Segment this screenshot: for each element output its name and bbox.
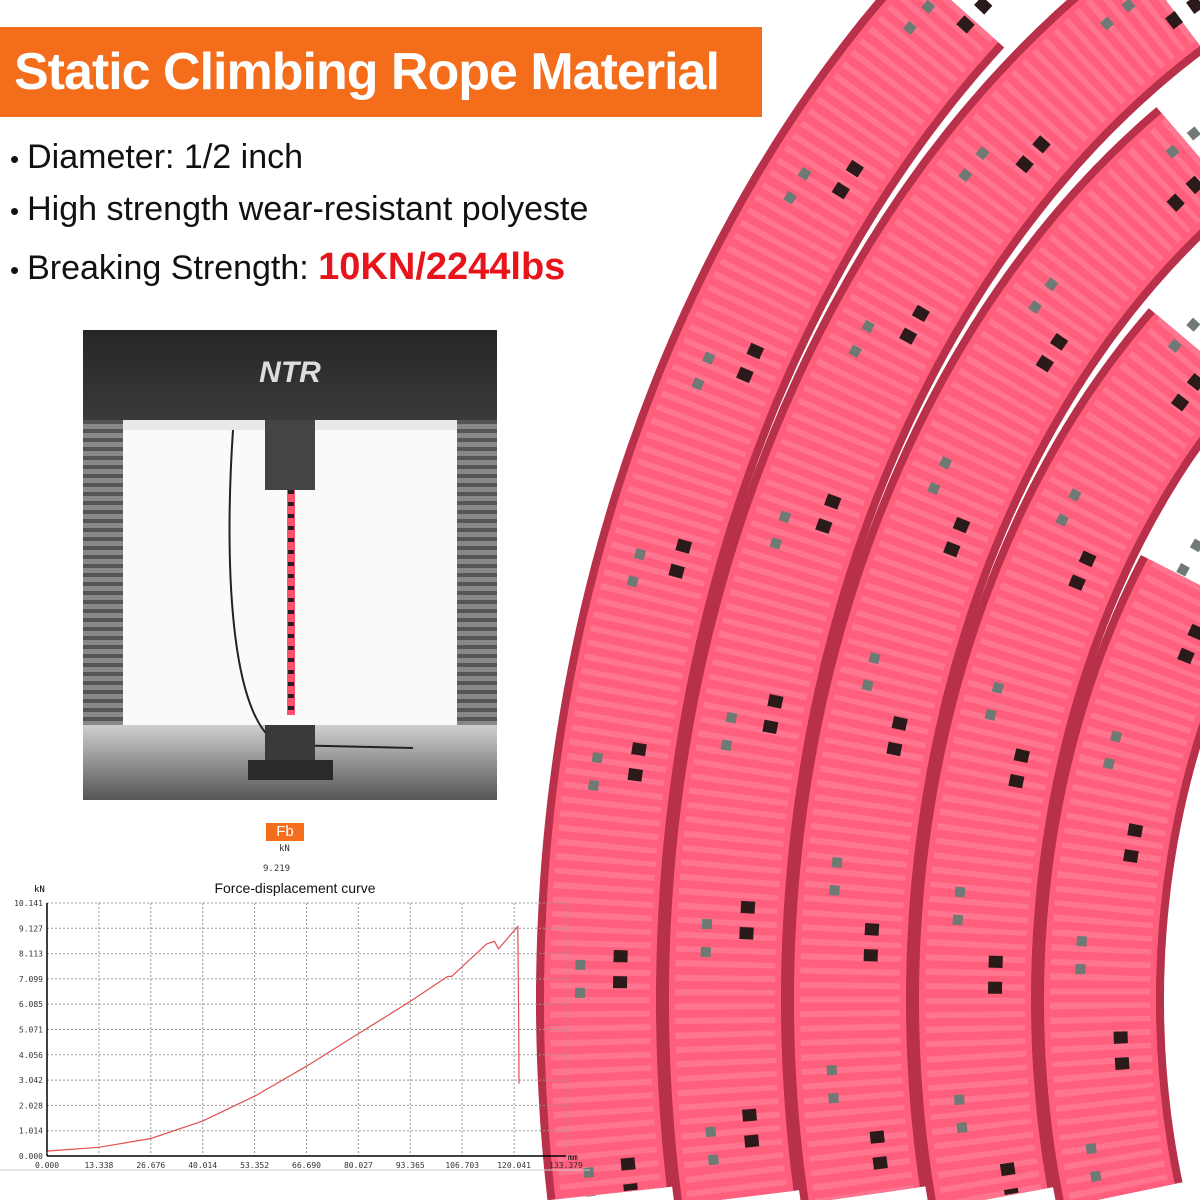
bullet-strength: • Breaking Strength: 10KN/2244lbs <box>10 246 566 288</box>
rope-weave <box>1050 561 1200 1200</box>
readout-value: 9.219 <box>263 864 291 874</box>
x-tick-label: 53.352 <box>240 1161 269 1170</box>
y-tick-label: 10.141 <box>14 899 43 908</box>
y-tick-label: 8.113 <box>19 950 43 959</box>
page-title: Static Climbing Rope Material <box>0 27 762 117</box>
bullet-text: High strength wear-resistant polyeste <box>27 190 589 228</box>
bullet-text: Breaking Strength: <box>27 249 319 287</box>
machine-top <box>83 330 497 420</box>
x-tick-label: 26.676 <box>136 1161 165 1170</box>
rope-sample <box>228 420 414 780</box>
strength-value: 10KN/2244lbs <box>318 246 566 288</box>
y-tick-label: 1.014 <box>19 1127 43 1136</box>
y-axis-label: kN <box>34 885 45 895</box>
y-tick-label: 6.085 <box>19 1000 43 1009</box>
x-tick-label: 120.041 <box>497 1161 531 1170</box>
rope-weave <box>550 0 994 1199</box>
y-tick-label: 2.028 <box>19 1101 43 1110</box>
readout-unit: kN <box>279 844 290 854</box>
chart-title: Force-displacement curve <box>214 880 376 896</box>
x-tick-label: 133.379 <box>549 1161 583 1170</box>
y-tick-label: 9.127 <box>19 924 43 933</box>
bullet-material: • High strength wear-resistant polyeste <box>10 190 589 228</box>
y-tick-label: 4.056 <box>19 1051 43 1060</box>
rope-stripe <box>700 0 1136 1193</box>
x-tick-label: 80.027 <box>344 1161 373 1170</box>
x-tick-label: 0.000 <box>35 1161 59 1170</box>
machine-side <box>457 420 497 755</box>
rope-weave <box>925 317 1200 1200</box>
x-tick-label: 13.338 <box>84 1161 113 1170</box>
x-tick-label: 106.703 <box>445 1161 479 1170</box>
y-tick-label: 3.042 <box>19 1076 43 1085</box>
x-tick-label: 93.365 <box>396 1161 425 1170</box>
x-tick-label: 40.014 <box>188 1161 217 1170</box>
y-tick-label: 0.000 <box>19 1152 43 1161</box>
tensile-test-machine-photo: NTR <box>83 330 497 800</box>
rope-weave <box>675 0 1197 1200</box>
bullet-diameter: • Diameter: 1/2 inch <box>10 138 304 176</box>
force-displacement-chart: 0.000 13.338 26.676 40.014 53.352 66.690 80.02… <box>0 885 590 1171</box>
y-tick-label: 7.099 <box>19 975 43 984</box>
x-axis-label: mm <box>568 1153 578 1162</box>
rope-stripe <box>738 0 1200 1196</box>
machine-side <box>83 420 123 755</box>
x-tick-label: 66.690 <box>292 1161 321 1170</box>
rope-stripe <box>950 317 1200 1198</box>
y-tick-label: 5.071 <box>19 1025 43 1034</box>
machine-logo: NTR <box>259 356 321 389</box>
bullet-text: Diameter: 1/2 inch <box>27 138 304 176</box>
readout-label: Fb <box>266 823 304 841</box>
series-line <box>46 924 520 1154</box>
rope-weave <box>800 117 1200 1200</box>
